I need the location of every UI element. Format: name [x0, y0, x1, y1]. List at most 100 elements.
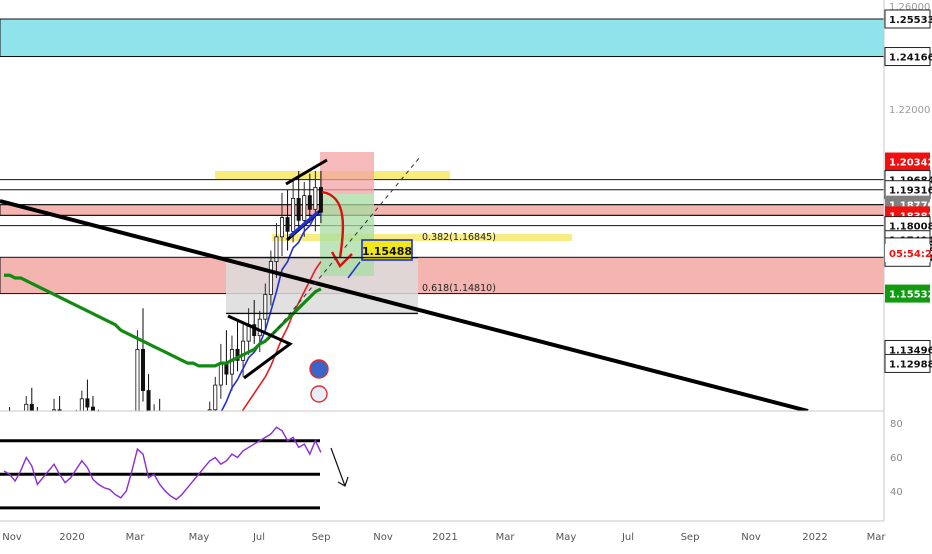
countdown-box: [885, 244, 930, 262]
time-tick-label: May: [556, 532, 577, 543]
zones-layer: [0, 18, 884, 295]
candle-body: [47, 421, 50, 435]
candle-body: [302, 195, 307, 221]
ema-fast-line: [220, 214, 321, 411]
price-label-box: [884, 9, 931, 29]
pennant-lines: [227, 314, 293, 380]
time-tick-label: Mar: [126, 532, 146, 543]
time-tick-label: 2021: [432, 532, 457, 543]
time-tick-label: Mar: [496, 532, 516, 543]
rsi-tick-label: 60: [890, 453, 903, 464]
time-tick-label: Sep: [681, 532, 700, 543]
support-zone: [0, 256, 884, 295]
price-label-box: [885, 152, 930, 171]
price-label-text: 1.20342: [889, 158, 932, 169]
candle-body: [257, 318, 262, 337]
time-tick-label: 2020: [59, 532, 84, 543]
time-tick-label: Nov: [373, 532, 393, 543]
candle-body: [274, 236, 279, 262]
candles-layer: [2, 170, 323, 492]
candle-body: [108, 445, 111, 453]
time-tick-label: Nov: [741, 532, 761, 543]
yellow-band-fib: [272, 234, 572, 241]
candle-body: [8, 424, 11, 429]
moving-averages-layer: [4, 214, 322, 411]
down-arrow-path: [321, 190, 345, 259]
candle-body: [164, 448, 167, 473]
sma-200-line: [4, 273, 322, 368]
trade-callout-text: 1.15488: [362, 245, 412, 258]
trendline-long: [0, 199, 809, 411]
rsi-arrow-line: [330, 447, 346, 487]
candle-body: [218, 362, 223, 386]
candle-body: [313, 186, 318, 210]
callout-pointer: [347, 261, 361, 279]
candle-body: [57, 409, 62, 411]
candle-body: [140, 348, 145, 391]
candle-body: [158, 418, 161, 448]
candle-body: [241, 340, 246, 361]
candle-body: [279, 217, 284, 238]
price-label-text: 1.18008: [889, 222, 932, 233]
time-tick-label: Sep: [312, 532, 331, 543]
candle-body: [85, 398, 90, 408]
price-label-text: 1.19316: [889, 186, 932, 197]
price-tick-label: 1.22000: [889, 105, 930, 116]
fib-label-0382: 0.382(1.16845): [422, 232, 496, 243]
candle-body: [318, 186, 323, 213]
time-axis: Nov 2020 Mar May Jul Sep Nov 2021 Mar May Jul Sep No…: [0, 520, 886, 543]
countdown-text: 05:54:23: [889, 249, 932, 260]
rsi-line: [3, 426, 322, 501]
candle-body: [125, 476, 128, 484]
time-tick-label: Jul: [252, 532, 265, 543]
candle-body: [307, 195, 312, 210]
candle-body: [213, 384, 218, 411]
candle-body: [14, 429, 17, 437]
candle-body: [90, 406, 95, 411]
event-flag-icon: [309, 359, 329, 379]
candle-body: [2, 424, 5, 435]
rsi-pane: [0, 410, 884, 510]
price-axis: 1.260001.220001.255331.241661.203421.196…: [883, 0, 932, 550]
supply-zone-top: [0, 18, 884, 58]
candle-body: [19, 426, 22, 437]
candle-body: [29, 403, 34, 411]
rsi-arrow-head: [337, 476, 349, 487]
levels-layer: [0, 18, 884, 227]
candle-body: [175, 487, 178, 492]
candle-body: [64, 426, 67, 437]
price-tick-label: 1.26000: [889, 2, 930, 13]
time-tick-label: May: [189, 532, 210, 543]
candle-body: [75, 415, 78, 429]
rsi-tick-label: 40: [890, 487, 903, 498]
candle-body: [114, 454, 117, 473]
candle-body: [203, 445, 206, 450]
price-label-box: [885, 284, 930, 303]
candle-body: [291, 197, 296, 232]
annotations-over-layer: 1.15488 0.382(1.16845) 0.618(1.14810): [0, 156, 809, 411]
candle-body: [69, 429, 72, 437]
resistance-zone: [0, 204, 884, 216]
candle-body: [146, 390, 151, 411]
channel-top-line: [285, 158, 328, 186]
candle-body: [285, 217, 290, 232]
time-tick-label: 2022: [802, 532, 827, 543]
price-label-text: 1.13496: [889, 345, 932, 356]
candle-body: [263, 294, 268, 320]
candle-body: [296, 197, 301, 221]
time-tick-label: Nov: [2, 532, 22, 543]
candle-body: [97, 424, 100, 435]
candle-body: [235, 348, 240, 361]
price-label-text: 1.15532: [889, 290, 932, 301]
take-profit-box: [320, 194, 374, 276]
candle-body: [36, 418, 39, 443]
trade-callout-box: [361, 239, 413, 261]
time-tick-label: Jul: [621, 532, 634, 543]
price-label-box: [884, 353, 931, 373]
price-label-text: 1.12988: [889, 359, 932, 370]
channel-blue-line: [289, 210, 319, 238]
ema-slow-line: [241, 261, 322, 411]
candle-body: [224, 362, 229, 375]
